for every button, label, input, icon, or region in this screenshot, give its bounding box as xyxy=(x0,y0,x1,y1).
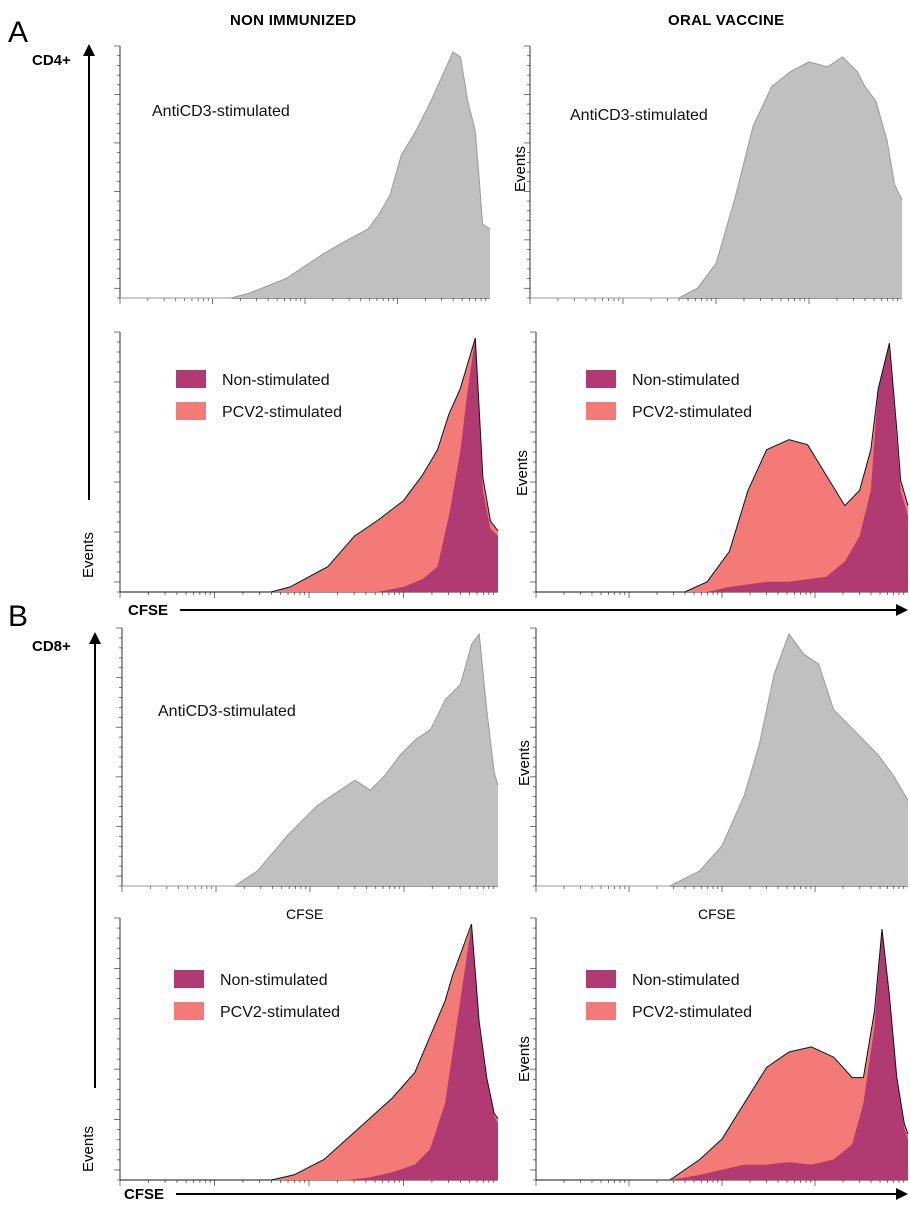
legend-swatch-non-stimulated xyxy=(586,970,616,988)
legend-swatch-non-stimulated xyxy=(174,970,204,988)
series-area-pcv2-stimulated xyxy=(536,343,908,592)
series-outline xyxy=(122,632,499,887)
series-area-anticd3-stimulated xyxy=(536,634,908,886)
series-area-pcv2-stimulated xyxy=(536,929,908,1180)
x-axis-arrow-b xyxy=(176,1188,908,1200)
sub-axis-label-cfse-right: CFSE xyxy=(698,906,736,922)
series-outline xyxy=(536,632,909,887)
histogram-a-3: Non-stimulated PCV2-stimulated xyxy=(530,331,909,598)
annotation-anticd3: AntiCD3-stimulated xyxy=(158,703,296,720)
legend-swatch-pcv2-stimulated xyxy=(586,402,616,420)
legend-label-non-stimulated: Non-stimulated xyxy=(222,372,330,389)
histogram-b-7: Non-stimulated PCV2-stimulated xyxy=(530,917,909,1186)
legend-label-non-stimulated: Non-stimulated xyxy=(632,372,740,389)
histogram-a-1: AntiCD3-stimulated xyxy=(524,45,903,304)
series-area-anticd3-stimulated xyxy=(120,52,490,298)
legend-swatch-pcv2-stimulated xyxy=(586,1002,616,1020)
cell-label-cd8: CD8+ xyxy=(32,638,71,655)
panel-letter-b: B xyxy=(8,600,29,633)
legend-swatch-pcv2-stimulated xyxy=(174,1002,204,1020)
column-header-oral-vaccine: ORAL VACCINE xyxy=(668,12,785,29)
series-area-non-stimulated xyxy=(120,924,498,1180)
series-area-pcv2-stimulated xyxy=(120,338,498,592)
series-area-non-stimulated xyxy=(120,338,498,592)
series-area-anticd3-stimulated xyxy=(122,634,498,886)
panel-letter-a: A xyxy=(8,16,29,49)
series-outline xyxy=(120,337,499,593)
legend-swatch-non-stimulated xyxy=(176,370,206,388)
series-outline xyxy=(536,929,909,1181)
x-axis-arrow-a xyxy=(180,604,908,616)
legend-swatch-non-stimulated xyxy=(586,370,616,388)
x-axis-label-cfse-b: CFSE xyxy=(124,1186,165,1203)
legend-swatch-pcv2-stimulated xyxy=(176,402,206,420)
series-area-non-stimulated xyxy=(536,343,908,592)
series-outline xyxy=(120,51,491,299)
sub-axis-label-cfse-left: CFSE xyxy=(286,906,324,922)
y-axis-arrow-b xyxy=(89,632,101,1088)
series-area-pcv2-stimulated xyxy=(120,924,498,1180)
series-outline xyxy=(120,923,499,1181)
histogram-a-0: AntiCD3-stimulated xyxy=(114,45,491,304)
cell-label-cd4: CD4+ xyxy=(32,52,71,69)
legend-label-pcv2-stimulated: PCV2-stimulated xyxy=(220,1004,340,1021)
legend-label-pcv2-stimulated: PCV2-stimulated xyxy=(632,404,752,421)
legend-label-pcv2-stimulated: PCV2-stimulated xyxy=(632,1004,752,1021)
legend-label-non-stimulated: Non-stimulated xyxy=(632,972,740,989)
histogram-b-4: AntiCD3-stimulated xyxy=(116,627,499,892)
series-area-non-stimulated xyxy=(536,929,908,1180)
histogram-b-6: Non-stimulated PCV2-stimulated xyxy=(114,917,499,1186)
series-area-anticd3-stimulated xyxy=(530,56,902,299)
legend-label-pcv2-stimulated: PCV2-stimulated xyxy=(222,404,342,421)
annotation-anticd3: AntiCD3-stimulated xyxy=(152,103,290,120)
x-axis-label-cfse-a: CFSE xyxy=(128,602,169,619)
annotation-anticd3: AntiCD3-stimulated xyxy=(570,107,708,124)
series-outline xyxy=(530,56,903,299)
y-axis-arrow-a xyxy=(83,44,95,500)
legend-label-non-stimulated: Non-stimulated xyxy=(220,972,328,989)
column-header-non-immunized: NON IMMUNIZED xyxy=(230,12,357,29)
histogram-a-2: Non-stimulated PCV2-stimulated xyxy=(114,331,499,598)
histogram-b-5 xyxy=(530,627,909,892)
series-outline xyxy=(536,342,909,593)
